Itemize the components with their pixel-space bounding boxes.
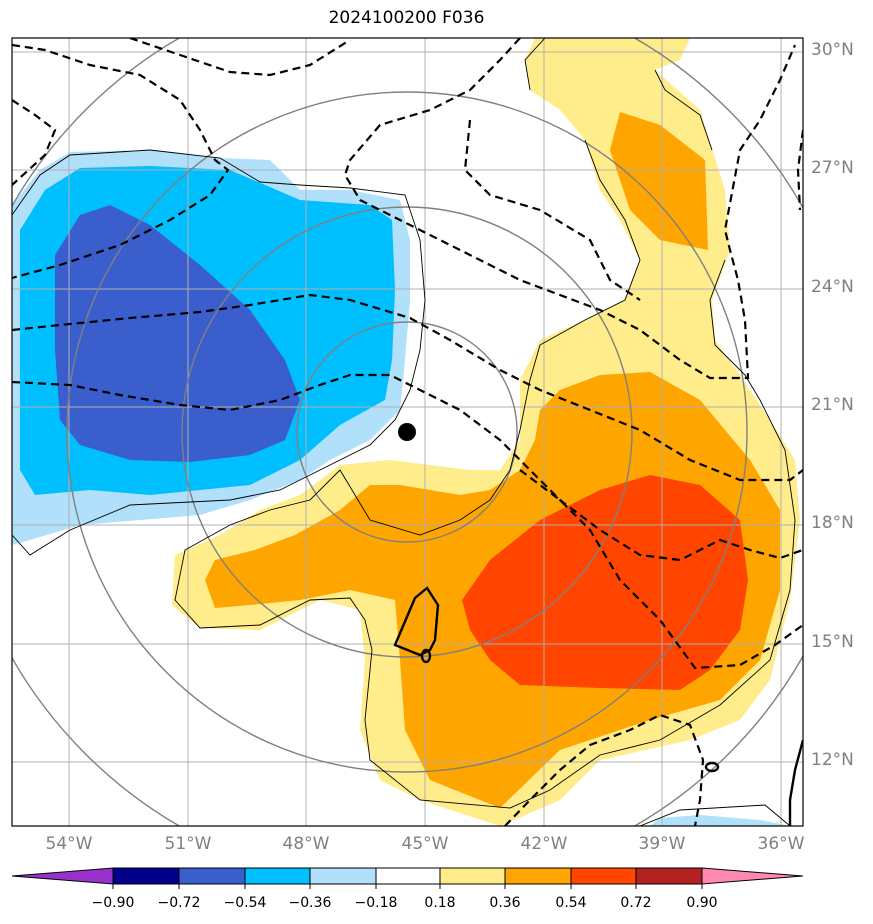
thick-contours — [393, 586, 803, 826]
map-plot-area — [12, 38, 803, 826]
colorbar-extend-min — [11, 867, 114, 885]
dashed-contours — [12, 38, 803, 826]
colorbar-label: 0.36 — [489, 895, 521, 911]
colorbar-bin — [504, 867, 572, 885]
dark-blue-region — [55, 205, 300, 462]
lon-label-54w: 54°W — [45, 834, 93, 854]
lat-label-24n: 24°N — [811, 277, 854, 297]
lat-label-15n: 15°N — [811, 632, 854, 652]
colorbar-label: −0.90 — [91, 895, 135, 911]
colorbar-label: −0.54 — [223, 895, 267, 911]
colorbar-label: 0.72 — [620, 895, 652, 911]
colorbar-extend-max — [701, 867, 804, 885]
colorbar-label: −0.72 — [157, 895, 201, 911]
colorbar-label: 0.54 — [555, 895, 587, 911]
lat-label-21n: 21°N — [811, 395, 854, 415]
colorbar-bin — [178, 867, 246, 885]
map-frame — [11, 37, 804, 827]
lon-label-51w: 51°W — [164, 834, 212, 854]
colorbar-label: −0.36 — [288, 895, 332, 911]
colorbar-bin — [635, 867, 703, 885]
colorbar-bin — [375, 867, 441, 885]
colorbar-label: −0.18 — [354, 895, 398, 911]
range-rings — [12, 38, 803, 826]
colorbar-bin — [309, 867, 377, 885]
gridlines — [12, 38, 803, 826]
lon-label-42w: 42°W — [520, 834, 568, 854]
lon-label-39w: 39°W — [638, 834, 686, 854]
colorbar — [11, 867, 804, 889]
colorbar-bin — [112, 867, 180, 885]
lat-label-30n: 30°N — [811, 40, 854, 60]
colorbar-bin — [439, 867, 506, 885]
colorbar-bin — [570, 867, 637, 885]
lon-label-36w: 36°W — [757, 834, 805, 854]
lon-label-48w: 48°W — [282, 834, 330, 854]
storm-center-marker — [398, 423, 416, 441]
lon-label-45w: 45°W — [401, 834, 449, 854]
map-title: 2024100200 F036 — [328, 8, 485, 28]
red-orange-region — [462, 475, 748, 690]
colorbar-label: 0.18 — [424, 895, 456, 911]
lat-label-27n: 27°N — [811, 158, 854, 178]
lat-label-18n: 18°N — [811, 513, 854, 533]
colorbar-label: 0.90 — [686, 895, 718, 911]
colorbar-bin — [244, 867, 311, 885]
small-blue-patch — [650, 815, 790, 826]
lat-label-12n: 12°N — [811, 750, 854, 770]
